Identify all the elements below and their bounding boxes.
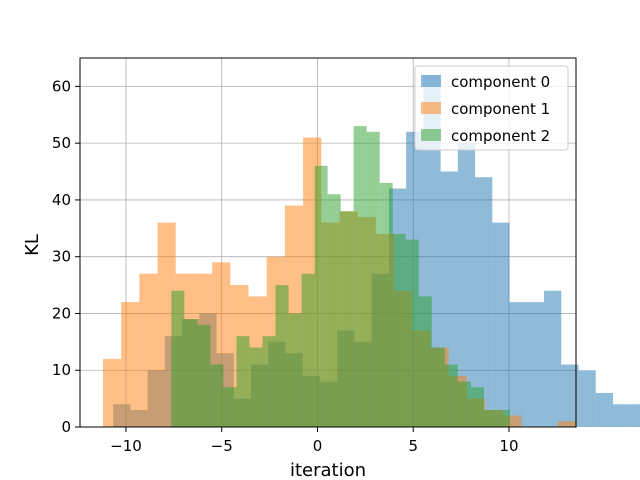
y-tick-label: 30 — [52, 248, 71, 266]
histogram-bar-series-2 — [444, 364, 458, 427]
histogram-bar-series-2 — [314, 165, 328, 427]
y-tick-label: 50 — [52, 134, 71, 152]
histogram-bar-series-1 — [157, 222, 176, 427]
legend-swatch — [421, 102, 441, 114]
histogram-bar-series-2 — [379, 182, 393, 427]
histogram-bar-series-2 — [197, 324, 211, 427]
histogram-bar-series-2 — [288, 313, 302, 427]
histogram-bar-series-0 — [492, 222, 510, 427]
histogram-bar-series-2 — [483, 409, 497, 427]
histogram-bar-series-2 — [171, 290, 185, 427]
bars — [102, 75, 640, 428]
x-tick-label: −10 — [110, 437, 142, 455]
x-tick-label: 0 — [313, 437, 323, 455]
histogram-bar-series-1 — [503, 415, 522, 427]
histogram-bar-series-2 — [236, 336, 250, 427]
legend-label: component 2 — [451, 127, 550, 145]
histogram-bar-series-0 — [630, 404, 640, 427]
legend-swatch — [421, 129, 441, 141]
histogram-bar-series-2 — [431, 347, 445, 427]
histogram-bar-series-2 — [275, 285, 289, 427]
y-tick-label: 40 — [52, 191, 71, 209]
x-tick-label: 5 — [408, 437, 418, 455]
histogram-bar-series-2 — [210, 364, 224, 427]
histogram-bar-series-0 — [595, 392, 613, 427]
histogram-bar-series-1 — [139, 273, 158, 427]
histogram-bar-series-2 — [405, 239, 419, 427]
histogram-bar-series-2 — [184, 319, 198, 427]
x-tick-label: 10 — [499, 437, 518, 455]
histogram-bar-series-2 — [301, 273, 315, 427]
histogram-bar-series-0 — [475, 177, 493, 427]
legend-swatch — [421, 75, 441, 87]
histogram-bar-series-0 — [526, 302, 545, 427]
histogram-bar-series-2 — [470, 387, 484, 427]
histogram-bar-series-2 — [223, 387, 237, 427]
x-axis-ticks: −10 −5 0 5 10 — [110, 427, 519, 455]
histogram-bar-series-2 — [353, 126, 367, 427]
plot-frame — [79, 57, 577, 428]
histogram-bar-series-2 — [418, 296, 432, 427]
y-axis-label: KL — [22, 234, 43, 256]
y-tick-label: 60 — [52, 77, 71, 95]
histogram-bar-series-2 — [496, 409, 510, 427]
histogram-bar-series-2 — [366, 131, 380, 428]
histogram-bar-series-2 — [249, 347, 263, 427]
histogram-bar-series-0 — [578, 370, 596, 427]
histogram-bar-series-1 — [121, 302, 140, 427]
histogram-bar-series-2 — [262, 336, 276, 427]
histogram-bar-series-0 — [509, 302, 527, 427]
histogram-bar-series-2 — [340, 211, 354, 427]
legend-box — [414, 65, 569, 151]
histogram-bar-series-1 — [102, 358, 122, 427]
histogram-bar-series-0 — [561, 364, 579, 427]
y-tick-label: 10 — [52, 361, 71, 379]
y-tick-label: 0 — [61, 418, 71, 436]
histogram-bar-series-0 — [612, 404, 631, 427]
legend-label: component 1 — [451, 100, 550, 118]
x-tick-label: −5 — [211, 437, 233, 455]
legend-label: component 0 — [451, 73, 550, 91]
legend: component 0 component 1 component 2 — [414, 65, 569, 151]
histogram-bar-series-2 — [327, 194, 341, 427]
histogram-bar-series-0 — [457, 143, 476, 427]
y-axis-ticks: 0 10 20 30 40 50 60 — [52, 77, 80, 436]
histogram-bar-series-2 — [457, 381, 471, 427]
x-axis-label: iteration — [290, 460, 366, 480]
y-tick-label: 20 — [52, 304, 71, 322]
histogram-bar-series-2 — [392, 233, 406, 427]
histogram-bar-series-1 — [557, 421, 576, 427]
histogram-bar-series-0 — [544, 290, 562, 427]
